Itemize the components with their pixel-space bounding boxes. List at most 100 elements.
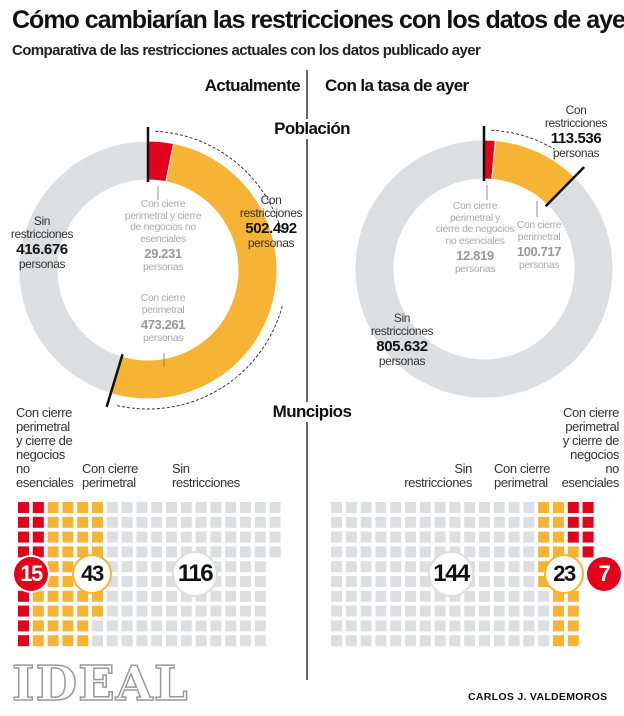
waffle-right-cell: [567, 546, 579, 558]
waffle-right-cell: [405, 590, 416, 602]
waffle-left-cell: [210, 605, 222, 617]
waffle-left-cell: [47, 546, 59, 558]
waffle-right-cell: [375, 620, 387, 632]
waffle-left-cell: [151, 620, 163, 632]
waffle-right-cell: [419, 531, 431, 543]
waffle-right-cell: [567, 620, 579, 632]
waffle-left-cell: [240, 531, 251, 543]
label-right-unrestricted: Sin restricciones 805.632 personas: [370, 311, 434, 368]
waffle-right-cell: [419, 635, 431, 647]
waffle-left-cell: [151, 605, 163, 617]
waffle-left-cell: [136, 502, 148, 513]
waffle-right-cell: [345, 620, 357, 632]
waffle-right-cell: [360, 635, 372, 647]
waffle-left-cell: [210, 590, 222, 602]
waffle-left-cell: [240, 590, 251, 602]
waffle-right-cell: [331, 590, 342, 602]
waffle-left-cell: [225, 516, 237, 528]
waffle-left-cell: [240, 546, 251, 558]
waffle-right-cell: [390, 546, 402, 558]
donut-left-slice-perimeter: [110, 142, 278, 400]
waffle-left-cell: [225, 605, 237, 617]
waffle-left-cell: [106, 561, 118, 573]
waffle-right-cell: [331, 620, 342, 632]
waffle-left-cell: [225, 620, 237, 632]
waffle-left-cell: [106, 502, 118, 513]
waffle-left-cell: [151, 561, 163, 573]
waffle-left-cell: [210, 620, 222, 632]
waffle-left-cell: [62, 590, 74, 602]
waffle-right-cell: [493, 546, 505, 558]
waffle-right-cell: [449, 635, 461, 647]
waffle-left-cell: [195, 635, 207, 647]
waffle-left-cell: [254, 561, 266, 573]
waffle-left-cell: [32, 516, 44, 528]
waffle-right-cell: [360, 516, 372, 528]
waffle-right-cell: [538, 590, 550, 602]
waffle-left-cell: [240, 576, 251, 587]
waffle-left-cell: [180, 502, 192, 513]
waffle-left-cell: [210, 635, 222, 647]
waffle-right-cell: [479, 605, 490, 617]
waffle-right-cell: [508, 576, 520, 587]
waffle-left-cell: [166, 620, 177, 632]
waffle-left-cell: [151, 546, 163, 558]
waffle-right-label-perimeter: Con cierre perimetral: [494, 461, 550, 490]
waffle-right-cell: [405, 576, 416, 587]
waffle-right-cell: [360, 502, 372, 513]
waffle-right-cell: [434, 502, 446, 513]
waffle-right-cell: [553, 516, 564, 528]
waffle-left-cell: [62, 531, 74, 543]
waffle-right-cell: [360, 561, 372, 573]
badge-right-unrestricted-count: 144: [428, 551, 474, 597]
author-credit: CARLOS J. VALDEMOROS: [468, 691, 608, 703]
waffle-left-cell: [121, 576, 133, 587]
waffle-right-cell: [331, 502, 342, 513]
donut-right-bracket: [491, 129, 555, 150]
column-header-current: Actualmente: [204, 76, 301, 95]
waffle-left-cell: [106, 635, 118, 647]
waffle-right-cell: [434, 531, 446, 543]
donut-left-marker-1: [105, 353, 124, 408]
waffle-right-cell: [419, 576, 431, 587]
waffle-left-cell: [136, 516, 148, 528]
waffle-right-cell: [538, 576, 550, 587]
waffle-left-cell: [77, 516, 89, 528]
waffle-left-cell: [121, 516, 133, 528]
waffle-left-cell: [195, 605, 207, 617]
waffle-right-cell: [405, 561, 416, 573]
waffle-right-cell: [464, 605, 476, 617]
waffle-left-cell: [254, 502, 266, 513]
waffle-left-label-unrestricted: Sin restricciones: [172, 461, 240, 490]
waffle-left-cell: [166, 590, 177, 602]
waffle-right-cell: [464, 516, 476, 528]
waffle-left-cell: [136, 531, 148, 543]
waffle-right-cell: [449, 502, 461, 513]
waffle-left-cell: [180, 605, 192, 617]
waffle-left-cell: [18, 516, 29, 528]
waffle-left-cell: [47, 605, 59, 617]
waffle-left-cell: [240, 605, 251, 617]
waffle-left-cell: [151, 590, 163, 602]
waffle-right-cell: [390, 531, 402, 543]
waffle-left-cell: [121, 502, 133, 513]
label-left-restricted: Con restricciones 502.492 personas: [239, 193, 303, 250]
waffle-right-cell: [553, 531, 564, 543]
waffle-left-cell: [32, 546, 44, 558]
waffle-left-cell: [151, 531, 163, 543]
waffle-right-cell: [345, 605, 357, 617]
waffle-right-cell: [523, 561, 535, 573]
waffle-left-cell: [92, 531, 103, 543]
waffle-right-cell: [375, 590, 387, 602]
waffle-left-cell: [77, 605, 89, 617]
waffle-left-cell: [225, 502, 237, 513]
waffle-left-cell: [32, 635, 44, 647]
badge-right-both-count: 7: [585, 555, 623, 593]
waffle-left-cell: [32, 605, 44, 617]
waffle-left-cell: [77, 531, 89, 543]
waffle-left-cell: [106, 620, 118, 632]
waffle-right-cell: [360, 531, 372, 543]
waffle-right-cell: [375, 531, 387, 543]
waffle-left-cell: [240, 561, 251, 573]
waffle-right-cell: [553, 546, 564, 558]
